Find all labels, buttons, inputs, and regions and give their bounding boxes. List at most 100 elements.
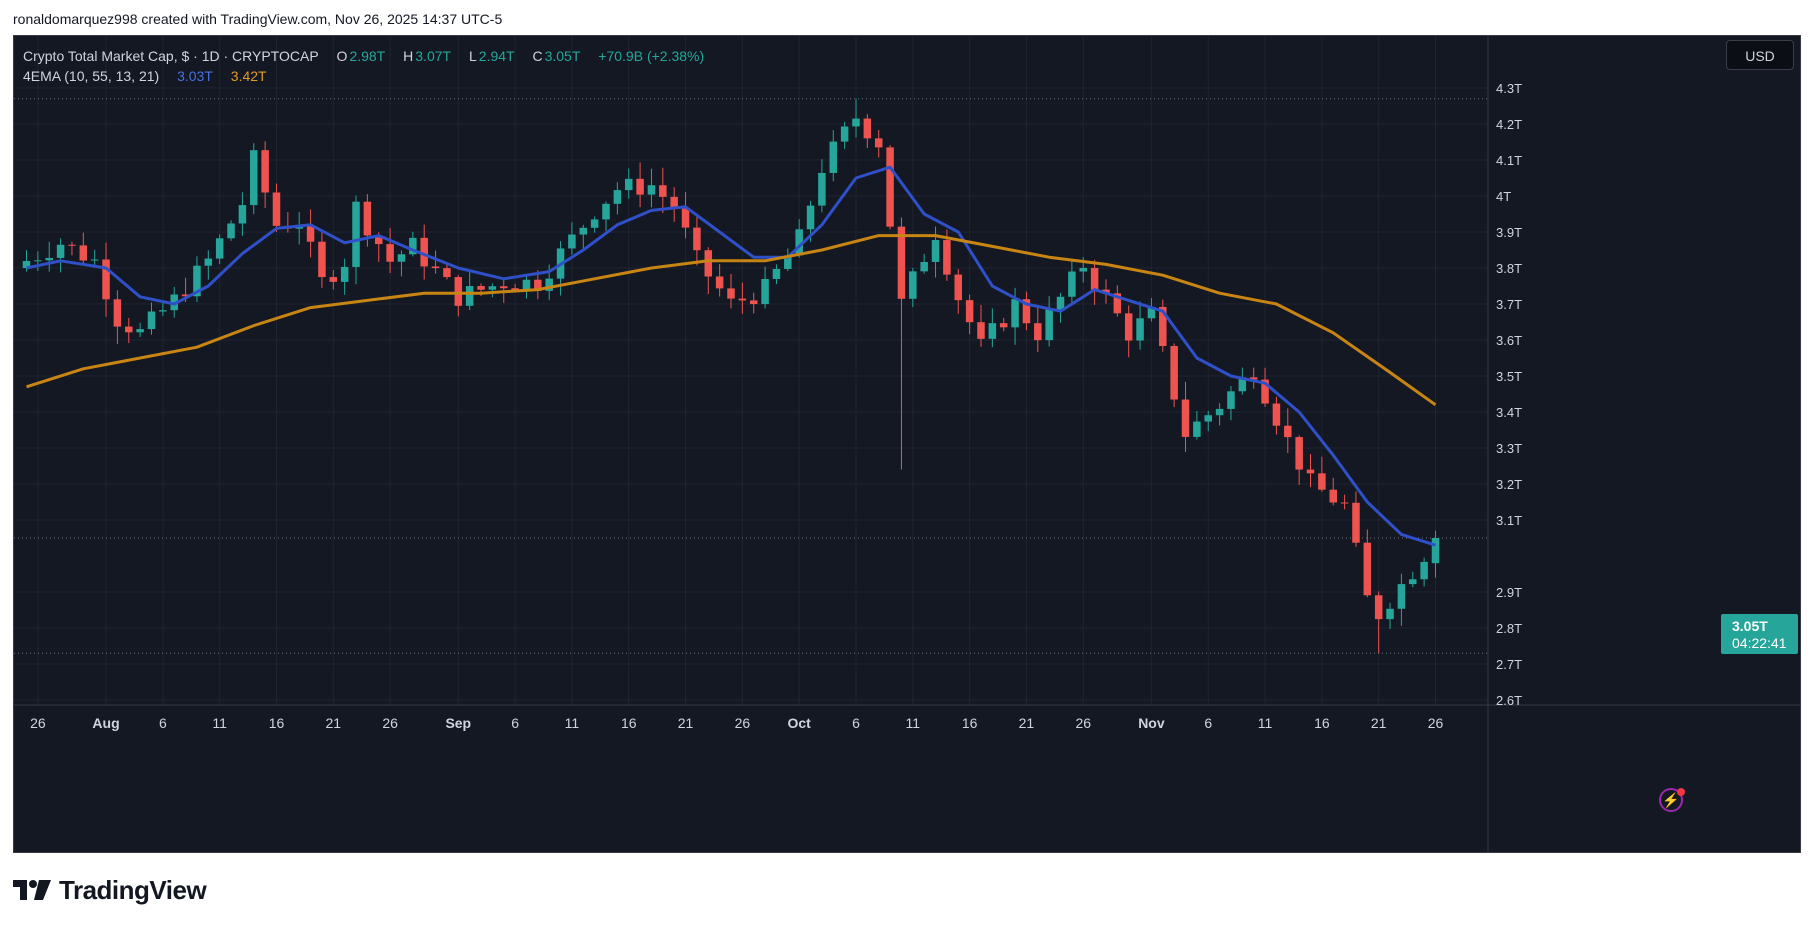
candle-down[interactable] [670, 187, 678, 222]
candle-up[interactable] [613, 182, 622, 215]
candle-up[interactable] [1068, 259, 1076, 304]
candle-up[interactable] [136, 322, 144, 337]
candle-up[interactable] [818, 159, 826, 213]
indicator-title[interactable]: 4EMA (10, 55, 13, 21) [23, 68, 160, 84]
candle-down[interactable] [420, 224, 428, 280]
candle-up[interactable] [909, 267, 917, 308]
candle-up[interactable] [602, 201, 610, 231]
candle-down[interactable] [1329, 477, 1337, 506]
candle-down[interactable] [431, 250, 440, 274]
candle-down[interactable] [681, 192, 690, 239]
candle-up[interactable] [784, 248, 792, 272]
candle-down[interactable] [715, 264, 724, 297]
candle-down[interactable] [727, 273, 735, 309]
candle-up[interactable] [647, 168, 656, 208]
candle-up[interactable] [1409, 571, 1417, 588]
candle-down[interactable] [443, 263, 451, 280]
candle-up[interactable] [579, 224, 588, 251]
lightning-icon[interactable]: ⚡ [1659, 788, 1683, 812]
candle-up[interactable] [1193, 410, 1201, 440]
candle-up[interactable] [340, 258, 349, 295]
candle-down[interactable] [1159, 299, 1167, 352]
candle-down[interactable] [1249, 367, 1258, 389]
candle-up[interactable] [204, 250, 213, 280]
candle-up[interactable] [624, 168, 633, 199]
candle-up[interactable] [465, 270, 474, 310]
currency-button[interactable]: USD [1726, 40, 1794, 70]
candle-down[interactable] [1261, 367, 1269, 407]
candle-up[interactable] [1397, 573, 1406, 626]
candle-down[interactable] [386, 228, 394, 274]
candle-down[interactable] [454, 274, 463, 317]
candle-up[interactable] [1386, 602, 1394, 629]
candle-down[interactable] [534, 270, 542, 300]
candle-up[interactable] [250, 143, 258, 214]
candle-down[interactable] [1340, 494, 1349, 510]
candle-down[interactable] [102, 242, 110, 317]
candle-up[interactable] [852, 98, 860, 138]
candle-down[interactable] [1318, 456, 1326, 492]
candle-up[interactable] [1056, 292, 1065, 323]
candle-down[interactable] [1363, 529, 1372, 598]
candle-down[interactable] [125, 317, 133, 344]
chart-panel[interactable]: 4.3T 4.2T 4.1T 4T 3.9T 3.8T 3.7T 3.6T 3.5T 3.4T 3.… [13, 35, 1801, 853]
candle-up[interactable] [772, 264, 781, 285]
candle-up[interactable] [840, 121, 849, 149]
candle-down[interactable] [863, 114, 872, 149]
candle-up[interactable] [227, 220, 235, 241]
candle-down[interactable] [1124, 305, 1133, 358]
time-axis[interactable]: 26 Aug 6 11 16 21 26 Sep 6 11 16 21 26 Oct 6 11 16 21 26 No… [30, 715, 1443, 731]
candle-up[interactable] [590, 216, 599, 233]
candle-down[interactable] [874, 130, 883, 158]
candle-down[interactable] [954, 269, 963, 314]
candle-down[interactable] [738, 282, 747, 314]
candle-up[interactable] [1238, 367, 1247, 395]
candle-up[interactable] [56, 238, 65, 273]
candle-down[interactable] [999, 317, 1008, 332]
candle-down[interactable] [1090, 259, 1099, 305]
candle-down[interactable] [1034, 306, 1042, 352]
candle-down[interactable] [1102, 279, 1110, 304]
candle-down[interactable] [704, 247, 713, 295]
candle-down[interactable] [659, 167, 667, 214]
candle-up[interactable] [90, 249, 99, 266]
candle-down[interactable] [1352, 491, 1360, 547]
candle-down[interactable] [1170, 343, 1178, 408]
candle-down[interactable] [749, 292, 758, 314]
candle-down[interactable] [306, 209, 315, 258]
candle-up[interactable] [34, 251, 42, 272]
candle-down[interactable] [1022, 291, 1031, 331]
candle-up[interactable] [761, 266, 769, 309]
symbol-title[interactable]: Crypto Total Market Cap, $ · 1D · CRYPTO… [23, 48, 319, 64]
candle-down[interactable] [318, 229, 326, 288]
candle-down[interactable] [693, 215, 701, 266]
candle-down[interactable] [1181, 381, 1190, 452]
price-chart[interactable]: 4.3T 4.2T 4.1T 4T 3.9T 3.8T 3.7T 3.6T 3.5T 3.4T 3.… [14, 36, 1801, 853]
candle-up[interactable] [147, 302, 156, 335]
candle-down[interactable] [1295, 435, 1303, 486]
candle-down[interactable] [1306, 454, 1315, 488]
candle-up[interactable] [522, 276, 531, 299]
candle-down[interactable] [1284, 408, 1292, 454]
candle-up[interactable] [1204, 410, 1212, 432]
candle-up[interactable] [568, 222, 576, 255]
brand-footer[interactable]: TradingView [13, 873, 207, 907]
candle-up[interactable] [409, 231, 417, 257]
candle-down[interactable] [329, 270, 338, 290]
candle-down[interactable] [965, 294, 974, 335]
candle-up[interactable] [1147, 297, 1156, 322]
candle-up[interactable] [988, 308, 997, 348]
candle-up[interactable] [795, 219, 803, 258]
candle-up[interactable] [45, 241, 53, 272]
candle-down[interactable] [68, 241, 76, 256]
candle-up[interactable] [193, 256, 201, 302]
candle-up[interactable] [488, 283, 497, 298]
candle-up[interactable] [159, 303, 167, 316]
price-axis[interactable]: 4.3T 4.2T 4.1T 4T 3.9T 3.8T 3.7T 3.6T 3.5T 3.4T 3.… [1496, 81, 1522, 708]
candle-up[interactable] [1431, 530, 1440, 578]
candle-down[interactable] [636, 162, 644, 208]
candle-down[interactable] [1113, 285, 1122, 317]
candle-down[interactable] [977, 305, 985, 347]
candle-up[interactable] [1420, 557, 1428, 587]
candle-up[interactable] [215, 234, 224, 265]
